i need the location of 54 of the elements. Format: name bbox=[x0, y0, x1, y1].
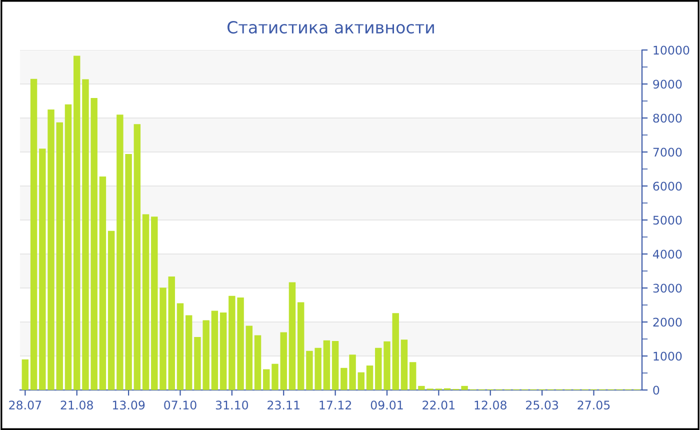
y-tick-label: 1000 bbox=[654, 352, 682, 361]
bar bbox=[409, 362, 416, 390]
y-tick-label: 9000 bbox=[653, 80, 682, 89]
y-tick-label: 10000 bbox=[654, 46, 690, 55]
y-tick-label: 0 bbox=[653, 386, 660, 395]
x-tick-label: 28.07 bbox=[9, 400, 42, 410]
y-tick-label: 5000 bbox=[653, 216, 682, 225]
bar bbox=[168, 276, 175, 390]
bar bbox=[358, 372, 365, 390]
bar bbox=[288, 282, 296, 390]
x-tick-label: 13.09 bbox=[112, 400, 145, 410]
bar bbox=[185, 315, 192, 390]
y-tick-label: 6000 bbox=[653, 182, 682, 191]
bar bbox=[400, 340, 408, 390]
bar bbox=[134, 124, 141, 390]
bar bbox=[375, 348, 382, 390]
y-tick-label: 3000 bbox=[653, 284, 682, 293]
bar bbox=[323, 340, 330, 390]
bar bbox=[176, 303, 184, 390]
bar bbox=[74, 56, 80, 390]
x-tick-label: 23.11 bbox=[268, 400, 300, 410]
x-tick-label: 25.03 bbox=[526, 400, 558, 410]
bar bbox=[56, 122, 63, 390]
x-tick-label: 21.08 bbox=[60, 400, 93, 410]
bar bbox=[297, 302, 304, 390]
bar bbox=[30, 78, 38, 390]
y-tick-label: 2000 bbox=[653, 318, 682, 327]
bar bbox=[64, 104, 72, 390]
bar bbox=[108, 230, 115, 390]
x-tick-label: 17.12 bbox=[320, 400, 352, 410]
x-tick-label: 31.10 bbox=[216, 400, 248, 410]
bar bbox=[392, 313, 399, 390]
bar bbox=[220, 312, 227, 390]
bar bbox=[211, 310, 218, 390]
bar bbox=[384, 341, 390, 390]
x-tick-label: 07.10 bbox=[164, 400, 196, 410]
bar bbox=[263, 369, 270, 390]
bar bbox=[332, 341, 339, 390]
bar bbox=[99, 176, 106, 390]
x-tick-label: 22.01 bbox=[422, 400, 454, 410]
x-tick-label: 27.05 bbox=[578, 400, 610, 410]
chart-title: Статистика активности bbox=[228, 20, 434, 34]
x-tick-label: 09.01 bbox=[370, 400, 403, 410]
y-tick-label: 4000 bbox=[652, 250, 682, 259]
y-tick-label: 7000 bbox=[653, 148, 682, 157]
y-tick-label: 8000 bbox=[653, 114, 682, 123]
x-tick-label: 12.08 bbox=[474, 400, 506, 410]
bar bbox=[254, 335, 262, 390]
bar bbox=[366, 366, 374, 390]
bar bbox=[280, 332, 287, 390]
bar bbox=[246, 326, 253, 390]
bar bbox=[22, 359, 29, 390]
bar bbox=[272, 364, 278, 390]
bar bbox=[142, 214, 150, 390]
